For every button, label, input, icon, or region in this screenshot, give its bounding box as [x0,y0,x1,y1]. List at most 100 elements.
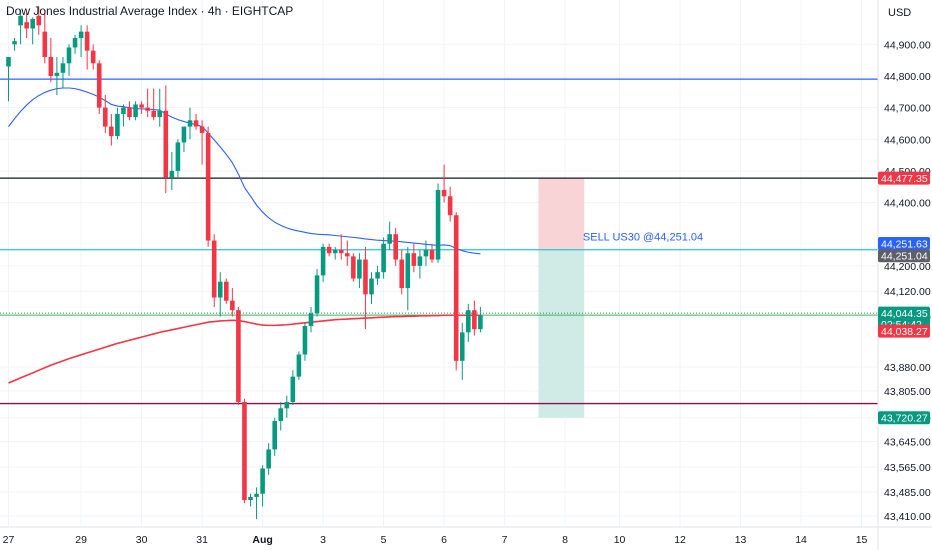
candle-28 [175,139,181,178]
y-tick-label-12: 44,600.00 [884,134,931,146]
candle-39 [242,398,247,504]
ma-red-badge-text: 44,038.27 [881,326,928,338]
chart-title: Dow Jones Industrial Average Index · 4h … [6,4,293,18]
candle-41 [254,487,259,520]
candle-body-35 [217,281,223,298]
y-tick-label-2: 43,565.00 [884,462,931,474]
candle-17 [109,113,114,146]
candle-53 [326,243,332,257]
candle-body-4 [30,18,35,29]
y-tick-label-8: 44,120.00 [884,286,931,298]
candle-body-32 [199,126,205,133]
candle-body-34 [211,240,217,298]
candle-9 [60,56,66,89]
candle-14 [90,44,96,70]
candle-body-37 [230,300,235,311]
candle-66 [405,246,411,311]
candle-45 [278,401,284,431]
candle-body-67 [411,253,417,266]
candle-20 [127,101,132,121]
y-tick-label-3: 43,645.00 [884,437,931,449]
entry-badge: 44,251.04 [878,249,930,263]
stop-loss-zone [538,178,585,250]
candle-body-3 [24,22,29,29]
candle-68 [417,250,423,279]
candle-8 [54,56,60,95]
candle-5 [36,6,42,35]
candle-11 [72,34,78,54]
candle-18 [115,107,120,140]
candle-body-42 [260,468,265,494]
candle-63 [387,221,392,251]
candle-22 [139,101,144,114]
candle-body-39 [242,401,247,501]
candle-49 [302,322,308,361]
candle-body-25 [157,110,163,118]
candle-23 [145,88,150,118]
candle-body-31 [193,120,199,127]
candle-3 [24,12,29,38]
x-tick-label-12: 13 [735,534,747,546]
x-tick-label-8: 7 [502,534,508,546]
x-tick-label-2: 30 [136,534,148,546]
candle-50 [308,307,314,333]
target-badge-text: 43,720.27 [881,413,928,425]
candle-body-68 [417,256,423,266]
candle-body-14 [90,50,96,64]
position-label: SELL US30 @44,251.04 [583,232,703,244]
candle-4 [30,17,35,45]
candle-71 [435,183,441,263]
candle-60 [369,272,374,304]
candle-body-18 [115,113,120,137]
candle-body-58 [357,259,362,279]
candle-43 [266,443,271,475]
candle-58 [357,253,362,289]
candle-38 [236,307,241,406]
y-tick-label-6: 43,880.00 [884,362,931,374]
candle-29 [181,126,187,152]
candle-47 [290,370,296,406]
price-badges-layer: 44,477.3544,251.6344,251.0444,044.3502:5… [878,171,930,425]
x-tick-label-0: 27 [3,534,15,546]
candle-body-6 [42,31,48,57]
time-axis[interactable]: 27 29 30 31 Aug 3 5 6 7 8 10 12 13 14 15 [3,534,868,546]
candle-52 [320,243,326,282]
candle-body-7 [48,56,54,76]
moving-average-layer [8,87,481,384]
candle-10 [66,44,72,76]
candle-body-22 [139,104,144,108]
candle-body-62 [381,243,386,273]
candle-2 [18,9,23,45]
candle-51 [314,269,320,317]
candle-35 [217,272,223,317]
candle-body-78 [478,315,483,330]
candle-body-5 [36,15,42,26]
candle-30 [187,107,193,140]
candle-body-2 [18,15,23,26]
candle-body-28 [175,142,181,171]
candle-37 [230,288,235,317]
candle-44 [272,417,277,456]
candle-body-66 [405,253,411,289]
entry-badge-text: 44,251.04 [881,251,928,263]
currency-label: USD [888,7,911,19]
take-profit-zone [538,249,585,418]
annotation-layer: SELL US30 @44,251.04 [583,232,703,244]
candle-body-65 [399,259,405,289]
candle-body-48 [296,354,302,377]
candle-body-9 [60,63,66,73]
candle-body-59 [363,259,368,295]
y-tick-label-13: 44,700.00 [884,103,931,115]
candle-body-57 [351,256,356,279]
y-tick-label-10: 44,400.00 [884,198,931,210]
candle-42 [260,465,265,507]
candle-body-47 [290,376,296,402]
candle-64 [393,227,398,266]
candle-46 [284,395,290,418]
ma-red-badge-bg [878,324,930,338]
y-tick-label-15: 44,900.00 [884,39,931,51]
last-price-badge-text: 44,044.35 [881,308,928,320]
candle-40 [248,493,253,507]
candle-body-13 [84,31,90,51]
